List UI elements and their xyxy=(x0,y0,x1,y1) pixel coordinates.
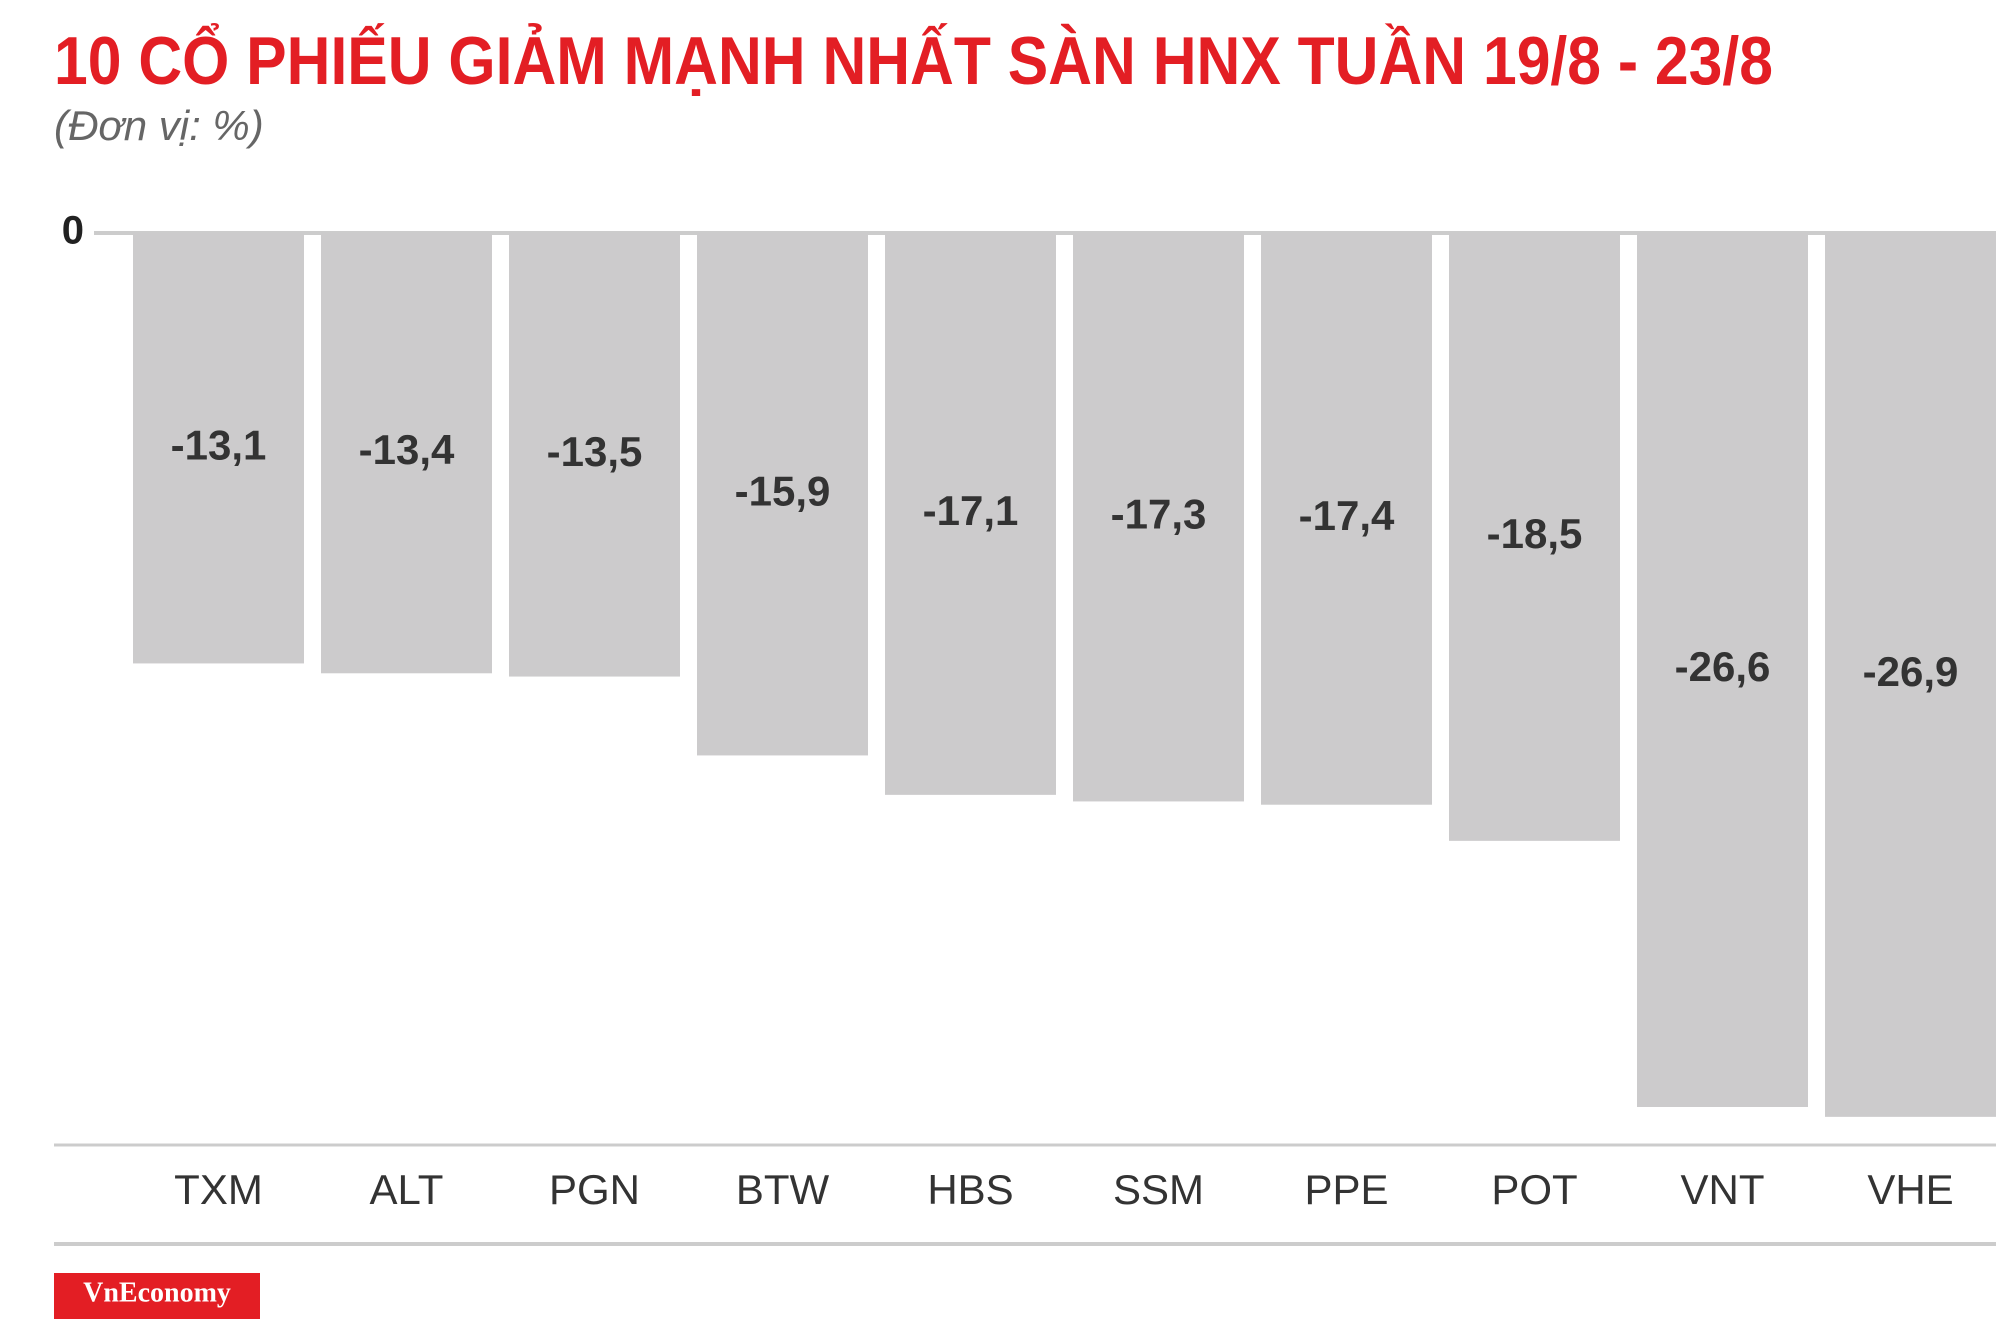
x-tick-label: VHE xyxy=(1867,1166,1953,1213)
x-tick-label: VNT xyxy=(1681,1166,1765,1213)
value-label: -13,4 xyxy=(359,426,455,473)
chart-title: 10 CỔ PHIẾU GIẢM MẠNH NHẤT SÀN HNX TUẦN … xyxy=(54,22,1773,99)
bar xyxy=(1261,233,1432,805)
x-tick-label: ALT xyxy=(370,1166,444,1213)
bar xyxy=(697,233,868,756)
value-label: -17,3 xyxy=(1111,490,1207,537)
bar xyxy=(885,233,1056,795)
value-label: -17,4 xyxy=(1299,492,1395,539)
logo-box xyxy=(54,1273,260,1319)
x-tick-label: TXM xyxy=(174,1166,263,1213)
value-label: -13,5 xyxy=(547,428,643,475)
value-label: -13,1 xyxy=(171,421,267,468)
bar xyxy=(1637,233,1808,1107)
x-tick-label: BTW xyxy=(736,1166,830,1213)
x-tick-label: POT xyxy=(1491,1166,1577,1213)
bar xyxy=(133,233,304,664)
logo: VnEconomy xyxy=(83,1277,231,1308)
value-label: -26,9 xyxy=(1863,648,1959,695)
x-tick-label: SSM xyxy=(1113,1166,1204,1213)
x-tick-label: PPE xyxy=(1304,1166,1388,1213)
value-label: -15,9 xyxy=(735,467,831,514)
value-label: -26,6 xyxy=(1675,643,1771,690)
bar xyxy=(1825,233,1996,1117)
bar xyxy=(1449,233,1620,841)
value-label: -17,1 xyxy=(923,487,1019,534)
bar xyxy=(321,233,492,674)
x-tick-label: PGN xyxy=(549,1166,640,1213)
x-tick-label: HBS xyxy=(927,1166,1013,1213)
value-label: -18,5 xyxy=(1487,510,1583,557)
chart-subtitle: (Đơn vị: %) xyxy=(54,102,264,149)
y-tick-label: 0 xyxy=(62,209,84,253)
bar xyxy=(1073,233,1244,802)
bar xyxy=(509,233,680,677)
